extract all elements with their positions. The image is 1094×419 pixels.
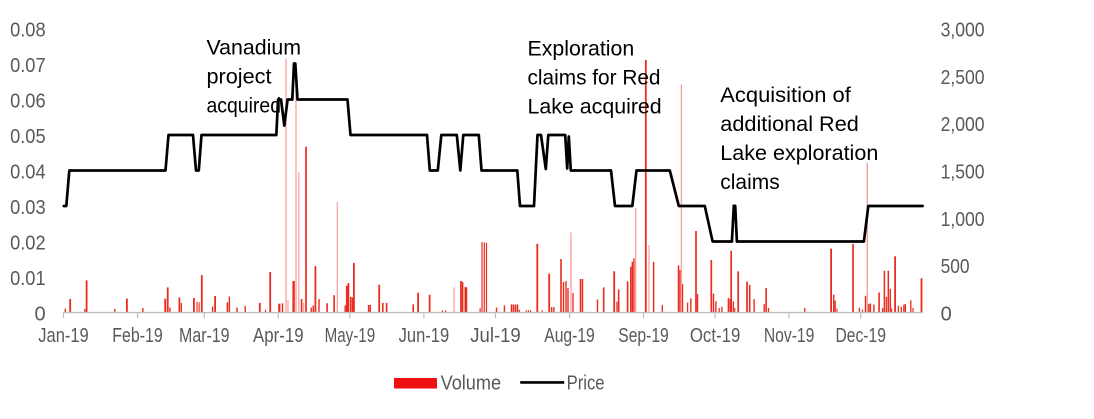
svg-text:May-19: May-19 [325,325,376,347]
svg-text:0.07: 0.07 [10,55,46,77]
svg-text:Sep-19: Sep-19 [618,325,669,347]
svg-text:Aug-19: Aug-19 [544,325,595,347]
svg-text:0.05: 0.05 [10,126,46,148]
svg-text:0: 0 [34,304,45,326]
svg-text:Jun-19: Jun-19 [399,325,450,347]
svg-text:3,000: 3,000 [941,20,985,42]
svg-text:2,500: 2,500 [941,67,985,89]
svg-text:0.01: 0.01 [10,268,46,290]
svg-text:Dec-19: Dec-19 [835,325,886,347]
svg-text:Jul-19: Jul-19 [470,325,521,347]
svg-text:Volume: Volume [441,373,502,395]
svg-text:0.02: 0.02 [10,233,46,255]
svg-text:Mar-19: Mar-19 [179,325,230,347]
svg-text:1,000: 1,000 [941,209,985,231]
svg-text:Price: Price [567,373,605,395]
svg-text:0.03: 0.03 [10,197,46,219]
svg-text:1,500: 1,500 [941,162,985,184]
svg-text:Nov-19: Nov-19 [764,325,815,347]
svg-text:500: 500 [941,256,970,278]
svg-text:0.06: 0.06 [10,91,46,113]
svg-text:Oct-19: Oct-19 [690,325,741,347]
svg-text:0.04: 0.04 [10,162,46,184]
svg-text:Jan-19: Jan-19 [38,325,89,347]
svg-text:0: 0 [941,304,952,326]
svg-text:0.08: 0.08 [10,20,46,42]
svg-text:Apr-19: Apr-19 [253,325,304,347]
svg-text:2,000: 2,000 [941,114,985,136]
svg-text:Feb-19: Feb-19 [112,325,163,347]
